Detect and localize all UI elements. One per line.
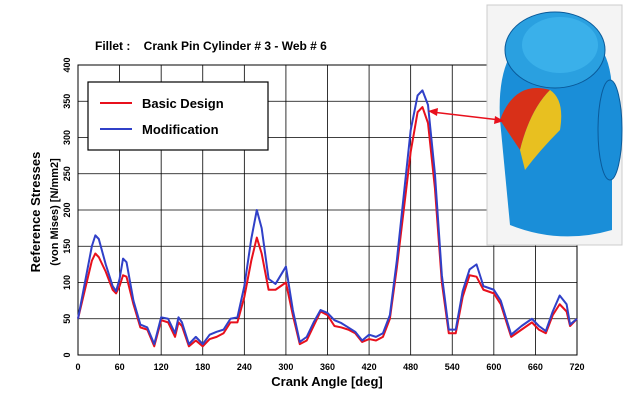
x-tick-label: 360 bbox=[320, 362, 335, 372]
x-tick-label: 420 bbox=[362, 362, 377, 372]
y-tick-label: 250 bbox=[62, 166, 72, 181]
x-axis-label: Crank Angle [deg] bbox=[271, 374, 382, 389]
x-tick-label: 660 bbox=[528, 362, 543, 372]
y-tick-label: 150 bbox=[62, 239, 72, 254]
legend-box bbox=[88, 82, 268, 150]
x-tick-label: 0 bbox=[75, 362, 80, 372]
chart-title: Fillet : Crank Pin Cylinder # 3 - Web # … bbox=[95, 39, 327, 53]
x-tick-label: 540 bbox=[445, 362, 460, 372]
y-tick-label: 350 bbox=[62, 94, 72, 109]
y-tick-label: 200 bbox=[62, 202, 72, 217]
x-tick-label: 720 bbox=[569, 362, 584, 372]
chart: Fillet : Crank Pin Cylinder # 3 - Web # … bbox=[0, 0, 626, 394]
x-tick-label: 120 bbox=[154, 362, 169, 372]
legend-label: Modification bbox=[142, 122, 219, 137]
y-tick-label: 0 bbox=[62, 352, 72, 357]
x-tick-label: 480 bbox=[403, 362, 418, 372]
y-tick-label: 50 bbox=[62, 314, 72, 324]
x-tick-label: 600 bbox=[486, 362, 501, 372]
x-tick-label: 240 bbox=[237, 362, 252, 372]
y-tick-label: 400 bbox=[62, 57, 72, 72]
y-tick-label: 300 bbox=[62, 130, 72, 145]
x-tick-label: 60 bbox=[115, 362, 125, 372]
x-tick-label: 300 bbox=[278, 362, 293, 372]
y-axis-label: (von Mises) [N/mm2] bbox=[49, 158, 61, 266]
legend-label: Basic Design bbox=[142, 96, 224, 111]
y-tick-label: 100 bbox=[62, 275, 72, 290]
fea-inset bbox=[487, 5, 622, 245]
y-axis-label: Reference Stresses bbox=[28, 152, 43, 273]
x-tick-label: 180 bbox=[195, 362, 210, 372]
